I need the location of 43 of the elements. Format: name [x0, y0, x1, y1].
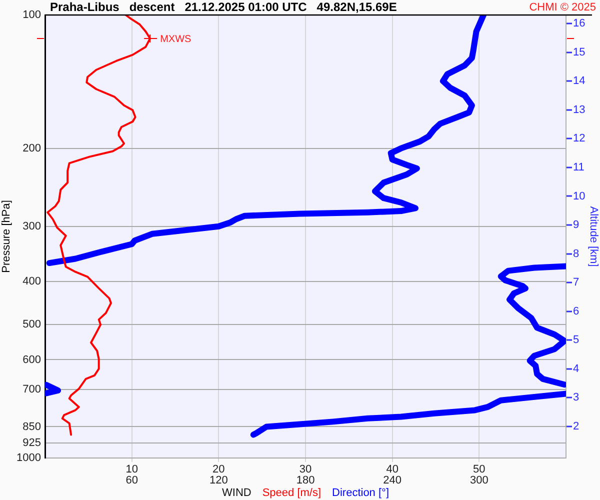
- y2-tick-label: 2: [573, 420, 580, 432]
- x-tick-label: 10: [126, 464, 138, 476]
- x-tick-label: 50: [473, 464, 486, 476]
- y-tick-label: 700: [22, 383, 41, 396]
- y2-tick-label: 14: [573, 75, 586, 88]
- y2-tick-label: 15: [573, 46, 586, 58]
- y2-tick-label: 8: [573, 248, 580, 260]
- y2-tick-label: 16: [573, 18, 586, 30]
- y2-tick-label: 13: [573, 104, 586, 116]
- x2-tick-label: 300: [470, 474, 488, 487]
- y2-axis-title: Altitude [km]: [587, 206, 600, 267]
- y-tick-label: 100: [22, 9, 41, 22]
- x2-tick-label: 120: [209, 474, 228, 487]
- y2-tick-label: 3: [573, 392, 580, 404]
- y2-tick-label: 9: [573, 219, 580, 232]
- y2-tick-label: 5: [573, 334, 580, 346]
- x-axis-title: WIND: [222, 487, 252, 500]
- annotation: MXWS: [160, 34, 192, 45]
- y2-tick-label: 7: [573, 276, 580, 289]
- text: Speed [m/s]: [262, 487, 322, 500]
- text: Direction [°]: [332, 487, 390, 500]
- y-tick-label: 200: [22, 142, 41, 154]
- y-tick-label: 850: [22, 420, 41, 433]
- y-tick-label: 925: [22, 437, 41, 450]
- text: CHMI © 2025: [529, 2, 596, 14]
- y-tick-label: 400: [22, 276, 41, 288]
- y2-tick-label: 6: [573, 305, 580, 318]
- x2-tick-label: 60: [126, 474, 138, 487]
- y2-tick-label: 12: [573, 132, 586, 145]
- x-tick-label: 30: [299, 464, 312, 476]
- y-tick-label: 600: [22, 354, 41, 366]
- y-tick-label: 300: [22, 220, 41, 232]
- chart-title: Praha-Libus descent 21.12.2025 01:00 UTC 49.82N,15.69E: [50, 0, 397, 14]
- x2-tick-label: 180: [296, 474, 315, 487]
- y2-tick-label: 4: [573, 362, 580, 375]
- y-tick-label: 500: [22, 318, 41, 331]
- y-tick-label: 1000: [16, 452, 41, 464]
- y2-tick-label: 11: [573, 161, 584, 174]
- y-axis-title: Pressure [hPa]: [0, 200, 13, 273]
- y2-tick-label: 10: [573, 190, 586, 202]
- x-tick-label: 20: [212, 464, 225, 476]
- x-tick-label: 40: [386, 464, 398, 476]
- x2-tick-label: 240: [383, 474, 402, 487]
